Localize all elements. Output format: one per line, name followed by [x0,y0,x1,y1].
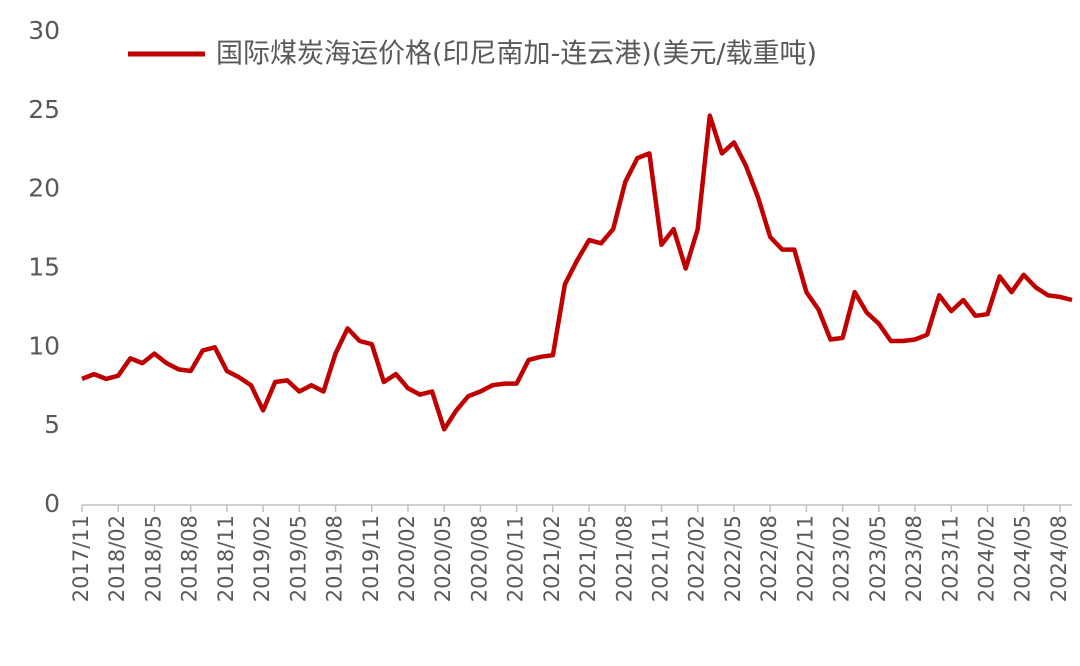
x-tick-label: 2019/11 [359,515,383,602]
x-tick-label: 2019/08 [323,515,347,602]
x-tick-label: 2019/05 [286,515,310,602]
y-tick-label: 20 [28,174,60,203]
legend-label: 国际煤炭海运价格(印尼南加-连云港)(美元/载重吨) [216,39,817,70]
x-tick-label: 2019/02 [250,515,274,602]
series-line [81,113,1073,432]
y-tick-label: 30 [28,16,60,45]
x-tick-label: 2023/11 [938,515,962,602]
x-tick-label: 2023/02 [830,515,854,602]
y-tick-label: 0 [44,489,60,518]
x-tick-label: 2018/11 [214,515,238,602]
x-tick-label: 2020/05 [431,515,455,602]
y-tick-label: 25 [28,95,60,124]
x-tick-label: 2022/02 [685,515,709,602]
x-tick-label: 2021/05 [576,515,600,602]
x-tick-label: 2024/02 [974,515,998,602]
x-tick-label: 2018/08 [178,515,202,602]
x-tick-label: 2018/05 [141,515,165,602]
x-tick-label: 2020/08 [467,515,491,602]
x-tick-label: 2021/08 [612,515,636,602]
y-tick-label: 15 [28,253,60,282]
x-tick-label: 2022/05 [721,515,745,602]
x-tick-label: 2020/02 [395,515,419,602]
x-tick-label: 2023/05 [866,515,890,602]
x-tick-label: 2024/05 [1011,515,1035,602]
x-tick-label: 2021/02 [540,515,564,602]
y-tick-label: 10 [28,331,60,360]
x-tick-label: 2022/11 [793,515,817,602]
x-tick-label: 2021/11 [649,515,673,602]
y-tick-label: 5 [44,410,60,439]
x-tick-label: 2022/08 [757,515,781,602]
x-tick-label: 2017/11 [69,515,93,602]
x-tick-label: 2024/08 [1047,515,1071,602]
x-tick-label: 2023/08 [902,515,926,602]
x-tick-label: 2020/11 [504,515,528,602]
x-tick-label: 2018/02 [105,515,129,602]
